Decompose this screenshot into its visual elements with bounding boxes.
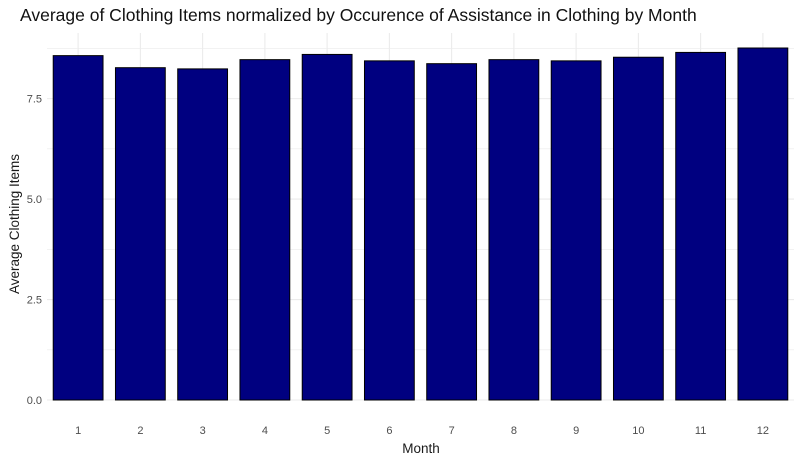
bar-month-7 — [426, 63, 478, 401]
bars — [52, 47, 789, 401]
x-tick-label: 7 — [449, 425, 455, 437]
y-tick-label: 0.0 — [27, 395, 42, 407]
x-tick-label: 1 — [75, 425, 81, 437]
x-tick-label: 2 — [137, 425, 143, 437]
y-tick-label: 2.5 — [27, 295, 42, 307]
x-tick-label: 6 — [386, 425, 392, 437]
x-tick-label: 5 — [324, 425, 330, 437]
bar-month-5 — [301, 53, 353, 401]
x-tick-label: 12 — [757, 425, 769, 437]
x-tick-label: 9 — [573, 425, 579, 437]
bar-month-11 — [675, 51, 727, 401]
chart-title: Average of Clothing Items normalized by … — [20, 5, 697, 25]
x-tick-label: 4 — [262, 425, 268, 437]
bar-month-9 — [550, 60, 602, 401]
y-tick-label: 7.5 — [27, 94, 42, 106]
x-tick-label: 3 — [200, 425, 206, 437]
bar-month-4 — [239, 59, 291, 401]
y-axis-ticks: 0.0 2.5 5.0 7.5 — [27, 94, 42, 407]
bar-month-6 — [363, 60, 415, 401]
bar-month-3 — [177, 68, 229, 401]
bar-month-2 — [114, 67, 166, 401]
bar-month-1 — [52, 55, 104, 401]
x-axis-title: Month — [402, 441, 440, 456]
x-tick-label: 8 — [511, 425, 517, 437]
bar-month-8 — [488, 59, 540, 401]
bar-month-12 — [737, 47, 789, 401]
bar-month-10 — [612, 56, 664, 401]
y-axis-title: Average Clothing Items — [7, 154, 22, 294]
x-tick-label: 11 — [695, 425, 706, 437]
x-axis-ticks: 1 2 3 4 5 6 7 8 9 10 11 12 — [75, 425, 769, 437]
y-tick-label: 5.0 — [27, 194, 42, 206]
x-tick-label: 10 — [632, 425, 644, 437]
